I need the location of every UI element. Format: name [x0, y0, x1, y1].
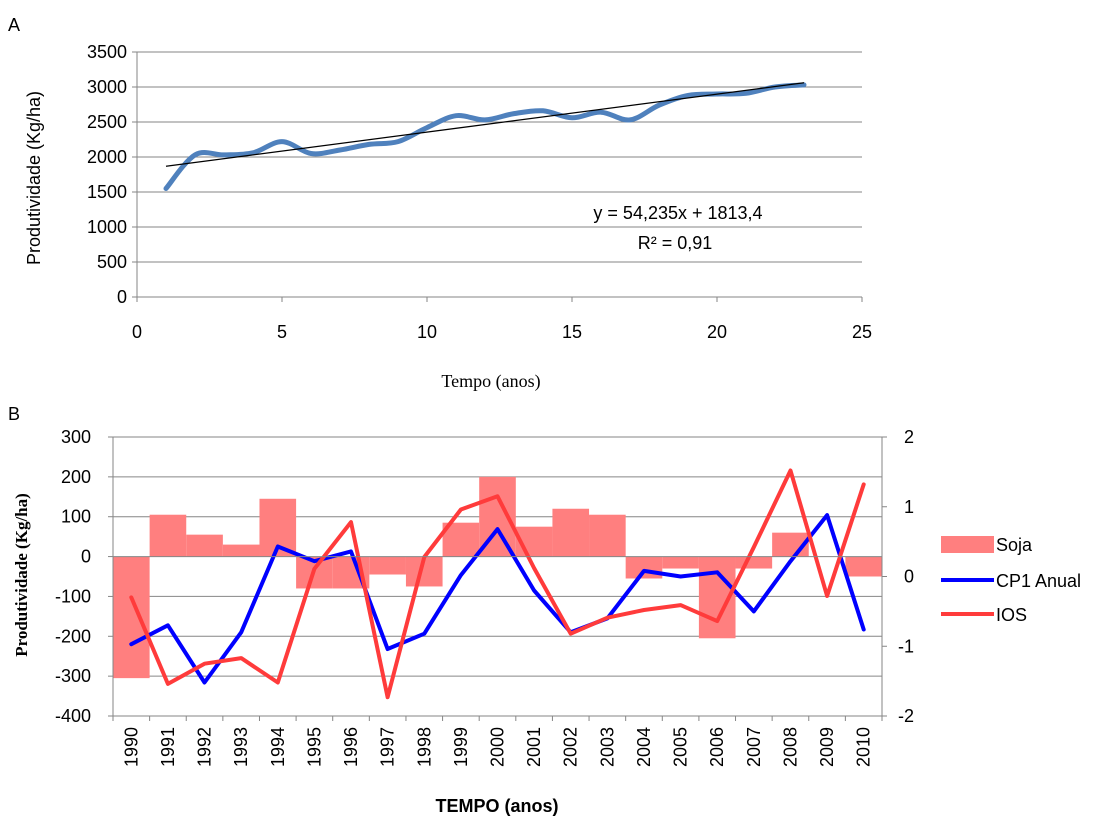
panel-a-y-tick-labels: 0 500 1000 1500 2000 2500 3000 3500 — [87, 42, 137, 307]
panel-b-left-tick-label: -200 — [55, 626, 91, 646]
panel-b-x-tick-label: 1992 — [195, 727, 215, 767]
panel-a-label: A — [8, 15, 20, 35]
panel-a-y-tick-label: 3000 — [87, 77, 127, 97]
panel-b-x-tick-label: 1996 — [341, 727, 361, 767]
soja-bar — [369, 556, 406, 575]
panel-b-lines — [129, 468, 866, 700]
soja-bar — [149, 514, 187, 557]
panel-b-left-tick-label: 100 — [61, 507, 91, 527]
panel-a-y-tick-label: 500 — [97, 252, 127, 272]
panel-b-x-tick-label: 2007 — [744, 727, 764, 767]
panel-b-left-tick-label: 0 — [81, 547, 91, 567]
panel-b-y-axis-title: Produtividade (Kg/ha) — [12, 493, 31, 657]
panel-b-left-tick-labels: 300 200 100 0 -100 -200 -300 -400 — [55, 427, 113, 726]
panel-b-label: B — [8, 404, 20, 424]
panel-a-trendline-group — [165, 82, 805, 167]
panel-b-x-tick-label: 1990 — [121, 727, 141, 767]
panel-b-right-tick-label: -2 — [898, 706, 914, 726]
panel-b-right-tick-label: -1 — [898, 636, 914, 656]
panel-b-left-tick-label: 300 — [61, 427, 91, 447]
panel-a-y-tick-label: 1500 — [87, 182, 127, 202]
panel-a-y-tick-label: 3500 — [87, 42, 127, 62]
panel-b-left-tick-label: -300 — [55, 666, 91, 686]
panel-a-x-tick-label: 25 — [852, 322, 872, 342]
panel-b-x-tick-label: 1997 — [378, 727, 398, 767]
soja-bar — [113, 556, 150, 679]
trendline-equation: y = 54,235x + 1813,4 — [593, 203, 762, 223]
panel-a-y-tick-label: 2500 — [87, 112, 127, 132]
panel-b-x-tick-label: 2009 — [817, 727, 837, 767]
panel-b-right-tick-label: 0 — [904, 567, 914, 587]
panel-b-legend: Soja CP1 Anual IOS — [941, 535, 1081, 625]
panel-b-x-tick-label: 2006 — [707, 727, 727, 767]
panel-b-x-tick-label: 2005 — [671, 727, 691, 767]
soja-bar — [735, 556, 773, 569]
panel-a-x-tick-label: 10 — [417, 322, 437, 342]
panel-a-x-tick-label: 15 — [562, 322, 582, 342]
soja-bar — [222, 544, 260, 557]
panel-b: B 300 200 100 0 -100 -200 -300 -400 2 1 0 -1 -2 199… — [8, 404, 1081, 816]
panel-a-y-axis-title: Produtividade (Kg/ha) — [24, 91, 44, 265]
panel-a-trendline — [165, 82, 805, 167]
legend-label: IOS — [996, 605, 1027, 625]
panel-a-series — [163, 82, 807, 191]
panel-a: A 0 500 1000 1500 2000 2500 3000 3500 0 5 10 15 20 2… — [8, 15, 872, 392]
panel-a-x-tick-labels: 0 5 10 15 20 25 — [132, 297, 872, 342]
ios-line — [129, 468, 866, 700]
panel-b-x-tick-label: 2000 — [488, 727, 508, 767]
panel-b-x-tick-label: 2008 — [781, 727, 801, 767]
panel-b-right-tick-labels: 2 1 0 -1 -2 — [882, 427, 914, 726]
panel-a-series-line — [163, 82, 807, 191]
panel-b-x-tick-label: 2001 — [524, 727, 544, 767]
panel-a-y-tick-label: 0 — [117, 287, 127, 307]
panel-b-x-tick-label: 1999 — [451, 727, 471, 767]
panel-a-y-tick-label: 1000 — [87, 217, 127, 237]
soja-bar — [186, 534, 223, 557]
soja-bar — [662, 556, 699, 569]
legend-label: CP1 Anual — [996, 571, 1081, 591]
panel-a-y-tick-label: 2000 — [87, 147, 127, 167]
soja-bar — [625, 556, 663, 579]
panel-a-gridlines — [137, 51, 862, 263]
panel-b-x-tick-label: 1991 — [158, 727, 178, 767]
panel-b-x-tick-label: 2002 — [561, 727, 581, 767]
cp1-anual-line — [129, 513, 866, 685]
panel-b-x-tick-label: 2004 — [634, 727, 654, 767]
panel-b-x-tick-label: 2010 — [854, 727, 874, 767]
soja-bar — [845, 556, 882, 577]
panel-a-x-tick-label: 20 — [707, 322, 727, 342]
soja-bar — [552, 508, 590, 557]
legend-swatch-soja — [941, 536, 994, 553]
panel-b-x-tick-label: 1995 — [304, 727, 324, 767]
legend-label: Soja — [996, 535, 1033, 555]
panel-b-left-tick-label: -400 — [55, 706, 91, 726]
panel-a-x-tick-label: 0 — [132, 322, 142, 342]
panel-b-left-tick-label: 200 — [61, 467, 91, 487]
panel-b-x-tick-label: 1998 — [414, 727, 434, 767]
panel-a-x-axis-title: Tempo (anos) — [441, 371, 540, 392]
panel-b-gridlines — [113, 436, 882, 717]
panel-b-right-tick-label: 2 — [904, 427, 914, 447]
panel-b-x-tick-labels: 1990 1991 1992 1993 1994 1995 1996 1997 1998 1999… — [112, 716, 883, 767]
soja-bar — [589, 514, 626, 557]
panel-b-x-tick-label: 1994 — [268, 727, 288, 767]
trendline-r2: R² = 0,91 — [638, 233, 713, 253]
panel-b-x-tick-label: 1993 — [231, 727, 251, 767]
panel-b-right-tick-label: 1 — [904, 497, 914, 517]
panel-b-x-axis-title: TEMPO (anos) — [435, 796, 558, 816]
panel-a-x-tick-label: 5 — [277, 322, 287, 342]
panel-b-x-tick-label: 2003 — [597, 727, 617, 767]
panel-b-left-tick-label: -100 — [55, 586, 91, 606]
